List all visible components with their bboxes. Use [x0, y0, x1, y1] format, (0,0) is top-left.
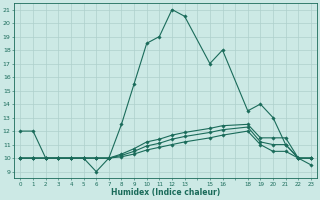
X-axis label: Humidex (Indice chaleur): Humidex (Indice chaleur) — [111, 188, 220, 197]
